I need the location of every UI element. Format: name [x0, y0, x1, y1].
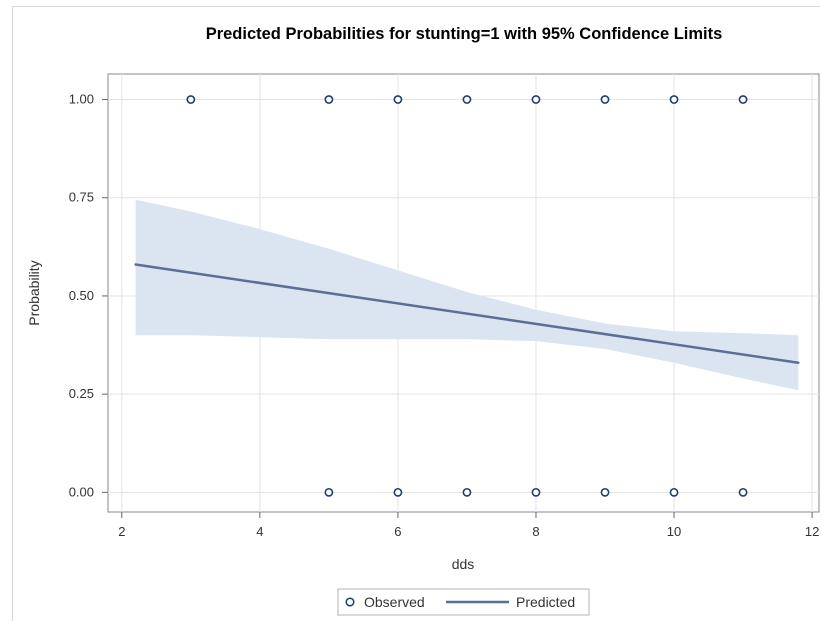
legend-predicted-label: Predicted	[516, 594, 575, 610]
observed-point	[600, 487, 610, 497]
observed-point	[324, 487, 334, 497]
x-tick-label: 12	[805, 524, 819, 539]
observed-point	[462, 95, 472, 104]
x-axis-label: dds	[452, 556, 475, 572]
x-tick-label: 4	[256, 524, 263, 539]
confidence-band	[135, 199, 799, 391]
legend-observed-label: Observed	[364, 594, 425, 610]
y-tick-label: 0.00	[69, 484, 94, 499]
y-tick-label: 0.25	[69, 386, 94, 401]
observed-point	[393, 487, 403, 497]
observed-point	[462, 487, 472, 497]
observed-point	[738, 95, 748, 104]
axis-labels-layer: 2 4 6 8 10 12 0.00 0.25 0.50 0.75 1.00	[69, 92, 820, 539]
x-tick-label: 10	[667, 524, 681, 539]
observed-point	[669, 487, 679, 497]
observed-point	[738, 487, 748, 497]
y-tick-label: 0.75	[69, 190, 94, 205]
observed-point	[186, 95, 196, 104]
y-tick-label: 1.00	[69, 92, 94, 107]
observed-point	[324, 95, 334, 104]
observed-point	[669, 95, 679, 104]
observed-points-layer	[186, 95, 748, 497]
y-tick-label: 0.50	[69, 288, 94, 303]
y-axis-label: Probability	[26, 260, 42, 325]
observed-point	[393, 95, 403, 104]
chart-title: Predicted Probabilities for stunting=1 w…	[206, 25, 723, 43]
x-tick-label: 2	[118, 524, 125, 539]
x-tick-label: 6	[394, 524, 401, 539]
legend-observed-marker	[345, 597, 355, 607]
confidence-band-layer	[135, 199, 799, 391]
observed-point	[600, 95, 610, 104]
x-tick-label: 8	[532, 524, 539, 539]
chart-frame	[12, 6, 820, 621]
observed-point	[531, 95, 541, 104]
predicted-line	[134, 263, 800, 364]
predicted-line-layer	[134, 263, 800, 364]
observed-point	[531, 487, 541, 497]
